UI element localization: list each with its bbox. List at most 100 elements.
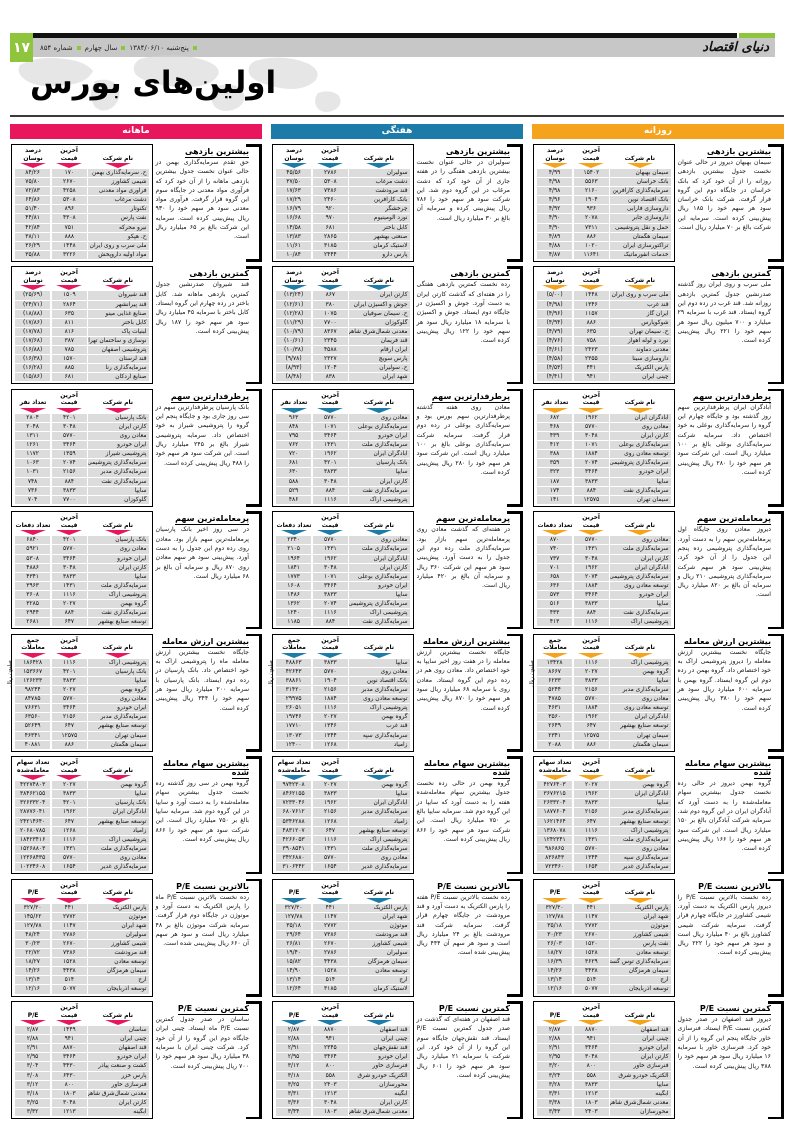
cell-company-name: پتروشیمی اراک [610,618,671,627]
table-row: سرمایه‌گذاری نفت ۸۸۴ ۲۹۴۴ [15,609,149,618]
cell-company-name: معادن روی [349,536,410,545]
table-row: معادن روی ۵۷۷۰ ۴۲۶۴۳ [276,667,410,676]
cell-company-name: سیمان تهران [610,731,671,740]
cell-company-name: سرمایه‌گذاری غدیر [610,863,671,872]
cell-company-name: ملی سرب و روی ایران [610,291,671,300]
ranking-table: نام شرکت آخرین قیمت درصد نوسان ملی سرب و رو… [533,266,675,385]
column-header-company: نام شرکت [102,154,134,162]
section-title-text: کمترین نسبت P/E [699,1004,771,1016]
table-row: توسعه صنایع بهشهر ۶۴۷ ۲۶۸۱ [15,618,149,627]
table-row: آبادگران ایران ۱۹۶۲ ۱۹۶۴ [276,554,410,563]
table-header-row: نام شرکت آخرین قیمت تعداد دفعات [276,514,410,529]
table-row: سرمایه‌گذاری مدبر ۲۱۵۶ ۶۳۵۶۰ [15,713,149,722]
cell-company-name: گلوکوزان [349,318,410,327]
arrow-down-icon [56,1020,83,1026]
table-row: قند غرب ۱۳۴۶ (۴/۹۸) [537,300,671,309]
arrow-cell [15,775,51,781]
column-header-value: P/E [288,889,300,897]
table-row: سیمان تهران ۱۲۵۷۵ ۴۶۳۴۱ [15,731,149,740]
table-row: سیمان هرمزگان ۴۴۳۸ ۱۴/۲۶ [537,967,671,976]
cell-last-price: ۸۸۷۰ [312,1026,348,1035]
section-title-text: کمترین بازدهی [189,269,249,281]
cell-company-name: گروه بهمن [610,781,671,790]
cell-value: ۷۲۰ [276,450,312,459]
cell-last-price: ۳۸۳۳ [312,468,348,477]
cell-company-name: پارس الکتریک [610,364,671,373]
bracket-stub [507,1116,523,1119]
bracket-stub [507,511,523,514]
arrow-cell [51,652,87,658]
section-text-panel: کمترین نسبت P/E قند اصفهان در هفته‌ای که … [414,1001,516,1119]
cell-last-price: ۱۲۱۳ [573,1089,609,1098]
cell-last-price: ۲۱۵۶ [312,686,348,695]
table-row: کابل باختر ۸۱۱ (۱۷/۸۶) [15,318,149,327]
cell-value: ۵۱/۴۰ [15,205,51,214]
cell-company-name: جوش و اکسیژن ایران [349,300,410,309]
table-header-row: نام شرکت آخرین قیمت درصد نوسان [537,269,671,284]
cell-last-price: ۷۵۱ [51,223,87,232]
arrow-down-icon [317,285,344,291]
arrow-cell [537,530,573,536]
cell-value: ۸۷۰ [537,536,573,545]
column-header-company: نام شرکت [624,766,656,774]
table-row: سرمایه‌گذاری بوعلی ۱۰۷۱ ۱۷۷۳ [276,572,410,581]
arrow-cell [51,1020,87,1026]
table-row: موتوژن ۲۷۷۲ ۱۴۵/۶۲ [15,912,149,921]
table-row: آبگینه ۱۲۱۳ ۳/۳۲ [15,1107,149,1116]
table-row: گروه بهمن ۲۰۲۷ ۳۲۸۵ [15,599,149,609]
cell-company-name: ایران خودرو [610,1044,671,1053]
cell-last-price: ۱۲۶۸ [312,817,348,826]
cell-company-name: الکتریک خودرو شرق [610,1071,671,1080]
arrow-down-icon [365,1020,392,1026]
arrow-cell [312,897,348,903]
arrow-row [15,285,149,291]
table-row: ح. سولیران ۱۲۰۴ (۸/۹۳) [276,364,410,373]
arrow-cell [276,407,312,413]
section-weekly-4: پرمعامله‌ترین سهم در هفته‌ای که گذشت معاد… [271,511,523,630]
cell-value: ۱۱۸۵ [276,618,312,627]
table-row: سایپا ۳۸۳۳ ۴۳۴۱ [15,572,149,581]
arrow-down-icon [578,407,605,413]
table-row: پارس الکتریک ۴۴۱ ۳۲۷/۳۰ [276,903,410,912]
table-row: خدمات انفورماتیک ۱۱۶۴۱ ۴/۸۷ [537,250,671,259]
cell-value: ۵۸۸ [276,477,312,486]
table-row: کارتن ایران ۳۰۴۸ ۲۰۴۸ [15,422,149,432]
column-header-company: نام شرکت [363,889,395,897]
cell-company-name: کارتن ایران [610,432,671,441]
cell-company-name: دشت مرغاب [349,178,410,187]
cell-company-name: چرخشگر [349,205,410,214]
cell-company-name: پارس الکتریک [349,903,410,912]
cell-last-price: ۲۱۵۶ [312,808,348,817]
arrow-cell [537,407,573,413]
table-row: موتوژن ۲۷۷۲ ۳۵/۱۸ [537,921,671,930]
section-title-text: پرمعامله‌ترین سهم [697,514,771,526]
column-header-company: نام شرکت [363,766,395,774]
table-row: ارج ۵۱۴ ۱۳/۱۴ [276,976,410,985]
arrow-row [537,163,671,168]
table-row: پتروشیمی اراک ۱۱۱۶ ۱۳۴۲۸ [537,658,671,667]
section-text-panel: بیشترین سهام معامله شده گروه بهمن در حالی… [414,756,516,874]
table-row: ایران خودرو ۳۴۶۴ ۲/۹۵ [15,1053,149,1062]
cell-company-name: چینی ایران [349,1035,410,1044]
cell-last-price: ۳۴۶۴ [312,581,348,590]
cell-company-name: قند مرودشت [349,930,410,939]
cell-company-name: پارس خزر [88,1071,149,1080]
section-paragraph: بانک پارسیان پرطرفدارترین سهم در سی روز … [155,403,249,467]
cell-value: ۴/۹۰ [537,214,573,223]
header-bar: پنج‌شنبه ۱۳۸۴/۰۶/۱۰ سال چهارم شماره ۸۵۴ دن… [10,38,775,57]
cell-value: ۲/۹۱ [15,1044,51,1053]
cell-value: ۱۲۶۱ [15,441,51,450]
cell-company-name: فنرسازی خاور [88,1080,149,1089]
cell-value: ۴۱۲ [537,441,573,450]
column-header-company: نام شرکت [102,399,134,407]
table-row: سرمایه‌گذاری پتروشیمی ۲۰۷۴ ۱۰۶۳ [15,459,149,468]
arrow-down-icon [281,407,308,413]
cell-value: ۷۳۶ [15,486,51,495]
table-row: محورسازان ۲۴۰۳ ۳/۴۳ [537,1107,671,1116]
cell-company-name: صنعتی بهشهر [349,232,410,241]
cell-value: ۱۹۷۴۶ [276,713,312,722]
cell-last-price: ۲۱۵۶ [51,468,87,477]
cell-value: ۳۲۷/۳۰ [537,903,573,912]
cell-last-price: ۹۳۶ [573,205,609,214]
cell-company-name: پتروشیمی اراک [349,835,410,844]
